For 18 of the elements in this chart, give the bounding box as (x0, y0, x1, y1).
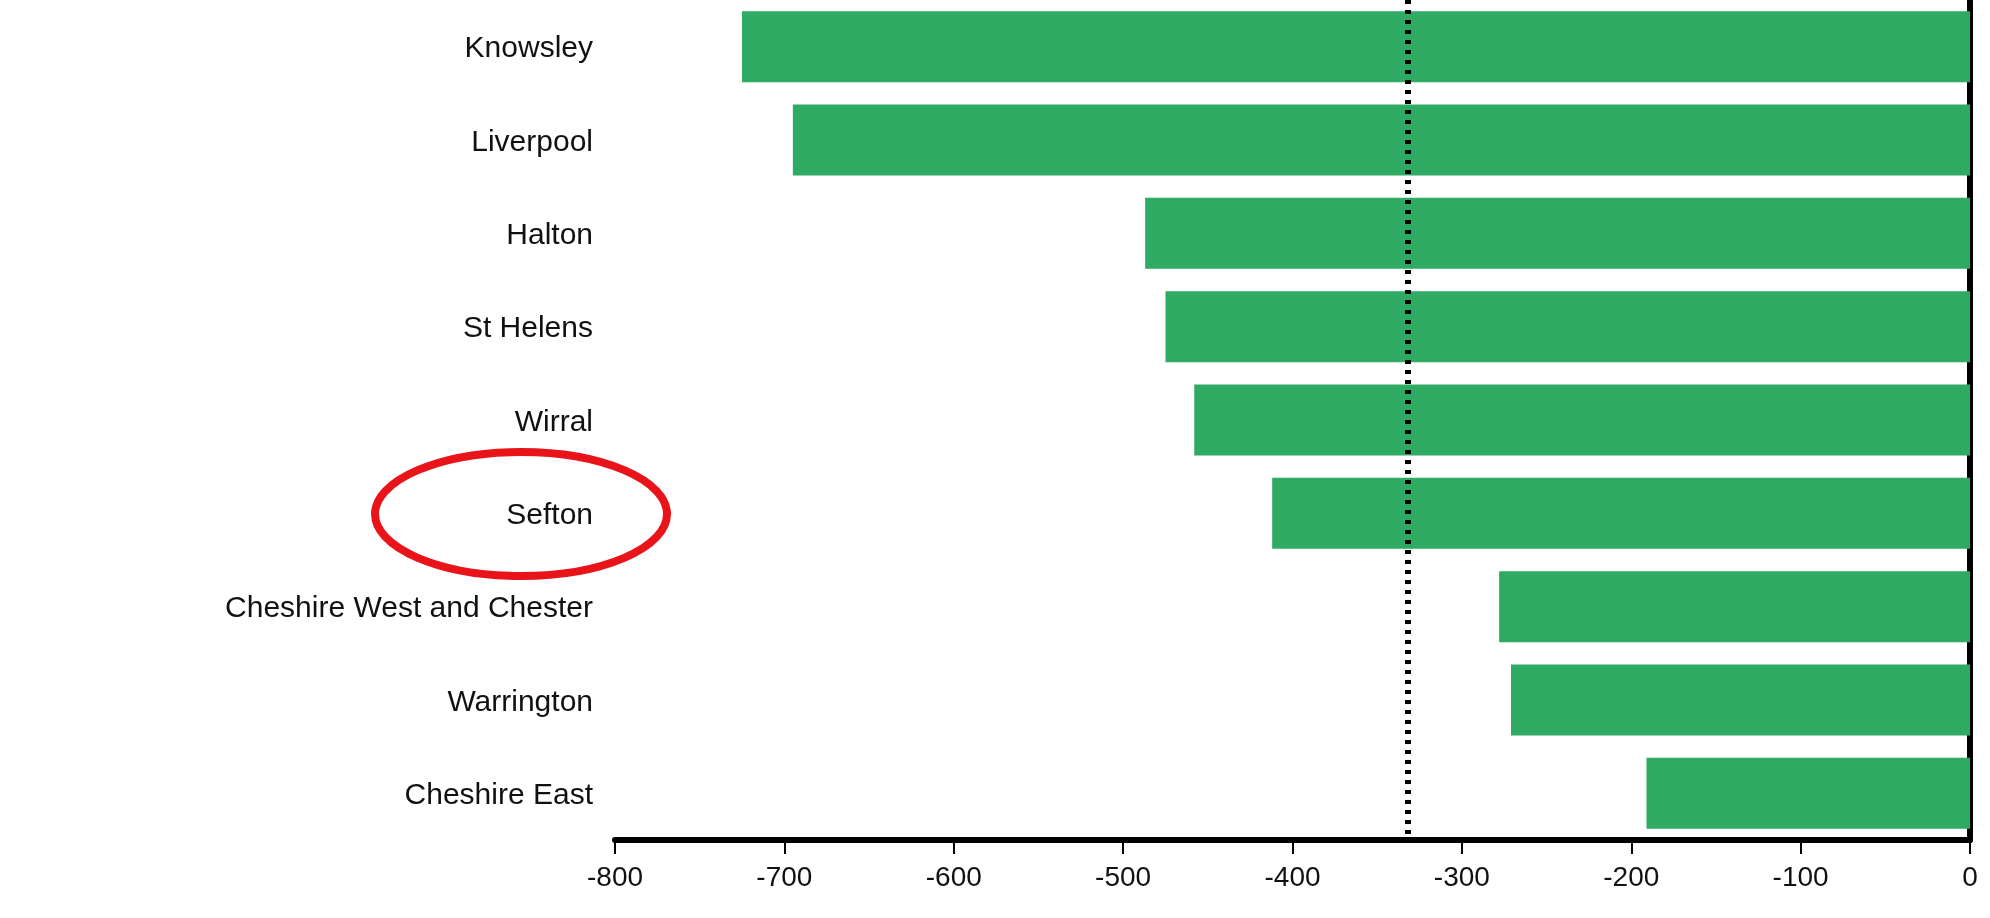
y-tick-label: Halton (506, 216, 593, 250)
x-tick-label: -200 (1603, 860, 1660, 892)
y-tick-label: Cheshire West and Chester (225, 590, 593, 624)
x-tick-label: 0 (1962, 860, 1978, 892)
x-tick-label: -500 (1095, 860, 1152, 892)
x-tick-label: -600 (925, 860, 982, 892)
y-tick-label: Knowsley (464, 30, 593, 64)
x-tick-label: -700 (756, 860, 813, 892)
y-tick-label: Wirral (514, 403, 593, 437)
x-tick-label: -800 (586, 860, 644, 892)
y-tick-label: St Helens (462, 310, 593, 344)
y-tick-label: Sefton (506, 496, 593, 530)
x-tick-label: -100 (1772, 860, 1829, 892)
y-tick-label: Cheshire East (404, 776, 594, 810)
y-tick-label: Warrington (447, 683, 593, 717)
y-tick-label: Liverpool (471, 123, 593, 157)
x-tick-label: -300 (1433, 860, 1490, 892)
x-tick-label: -400 (1264, 860, 1321, 892)
